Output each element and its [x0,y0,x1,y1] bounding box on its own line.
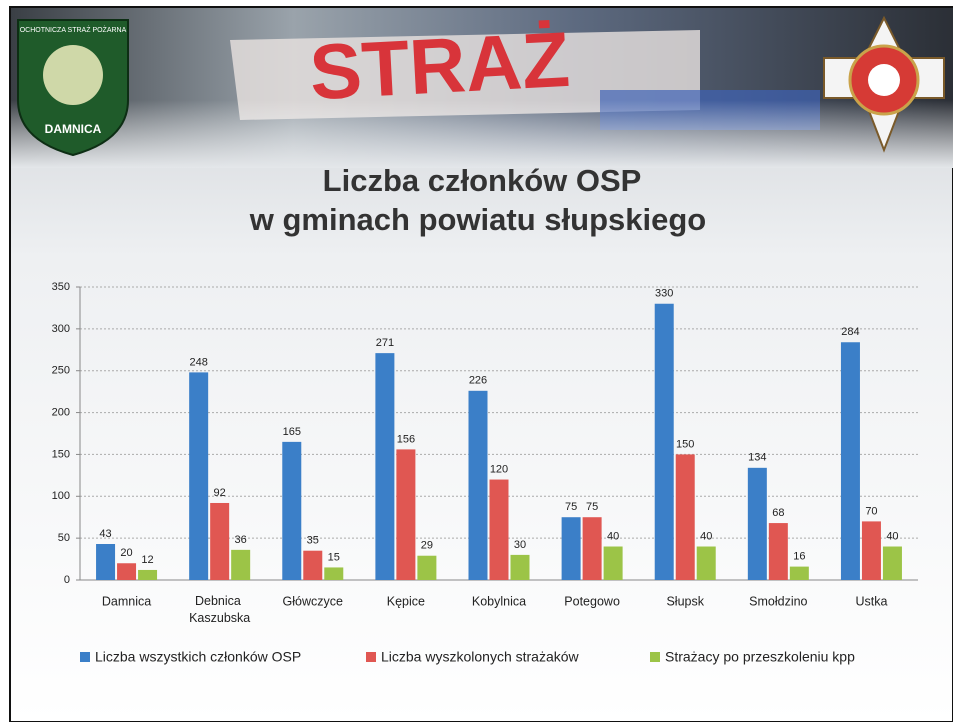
data-label: 134 [748,452,766,464]
y-tick-label: 100 [52,490,70,502]
bar [883,547,902,580]
data-label: 248 [189,356,207,368]
y-tick-label: 200 [52,406,70,418]
y-tick-label: 0 [64,574,70,586]
data-label: 15 [328,551,340,563]
data-label: 330 [655,288,673,300]
data-label: 156 [397,433,415,445]
x-tick-label: Damnica [102,594,151,608]
bar [231,550,250,580]
bar [282,442,301,580]
x-tick-label: Główczyce [283,594,343,608]
legend-swatch [650,652,660,662]
x-tick-label: Ustka [855,594,887,608]
bar [469,391,488,580]
data-label: 75 [586,501,598,513]
y-tick-label: 300 [52,323,70,335]
x-tick-label: Kępice [387,594,425,608]
data-label: 30 [514,539,526,551]
y-tick-label: 50 [58,532,70,544]
data-label: 271 [376,337,394,349]
data-label: 120 [490,463,508,475]
legend-label: Liczba wyszkolonych strażaków [381,649,580,665]
data-label: 150 [676,438,694,450]
bar [210,503,229,580]
bar [417,556,436,580]
banner-fade [11,100,953,168]
bar [562,517,581,580]
data-label: 29 [421,540,433,552]
bar [676,454,695,580]
bar [396,449,415,580]
bar [490,480,509,580]
data-label: 20 [120,547,132,559]
bar [748,468,767,580]
x-tick-label: Słupsk [666,594,704,608]
bar [604,547,623,580]
legend-swatch [366,652,376,662]
y-tick-label: 350 [52,281,70,293]
x-tick-label-line: Debnica [195,594,244,608]
bar [189,372,208,580]
bar [769,523,788,580]
legend-label: Strażacy po przeszkoleniu kpp [665,649,855,665]
legend-label: Liczba wszystkich członków OSP [95,649,301,665]
logo-right-eagle [868,64,900,96]
data-label: 284 [841,326,859,338]
bar [96,544,115,580]
bar [655,304,674,580]
data-label: 43 [99,528,111,540]
data-label: 40 [607,530,619,542]
data-label: 165 [283,426,301,438]
y-tick-label: 150 [52,448,70,460]
bar [303,551,322,580]
data-label: 68 [772,507,784,519]
data-label: 35 [307,535,319,547]
data-label: 36 [235,534,247,546]
bar [790,567,809,580]
data-label: 12 [141,554,153,566]
logo-left-ring: OCHOTNICZA STRAŻ POŻARNA [20,25,127,34]
data-label: 92 [214,487,226,499]
logo-left-inner [43,45,103,105]
bar [375,353,394,580]
data-label: 40 [700,530,712,542]
bar [138,570,157,580]
chart-title: w gminach powiatu słupskiego [249,202,706,237]
data-label: 40 [886,530,898,542]
bar [324,567,343,580]
slide: STRAŻ OCHOTNICZA STRAŻ POŻARNA DAMNICA L… [0,0,953,722]
logo-left-name: DAMNICA [45,122,102,136]
bar [117,563,136,580]
x-tick-label: Kobylnica [472,594,526,608]
x-tick-label-line: Kaszubska [189,611,250,625]
y-tick-label: 250 [52,365,70,377]
x-tick-label: Potegowo [564,594,620,608]
chart-title: Liczba członków OSP [323,163,642,198]
bar [841,342,860,580]
bar [583,517,602,580]
bar [511,555,530,580]
data-label: 70 [865,505,877,517]
bar [862,521,881,580]
data-label: 75 [565,501,577,513]
bar [697,547,716,580]
x-tick-label: Smołdzino [749,594,807,608]
data-label: 226 [469,375,487,387]
legend-swatch [80,652,90,662]
data-label: 16 [793,551,805,563]
